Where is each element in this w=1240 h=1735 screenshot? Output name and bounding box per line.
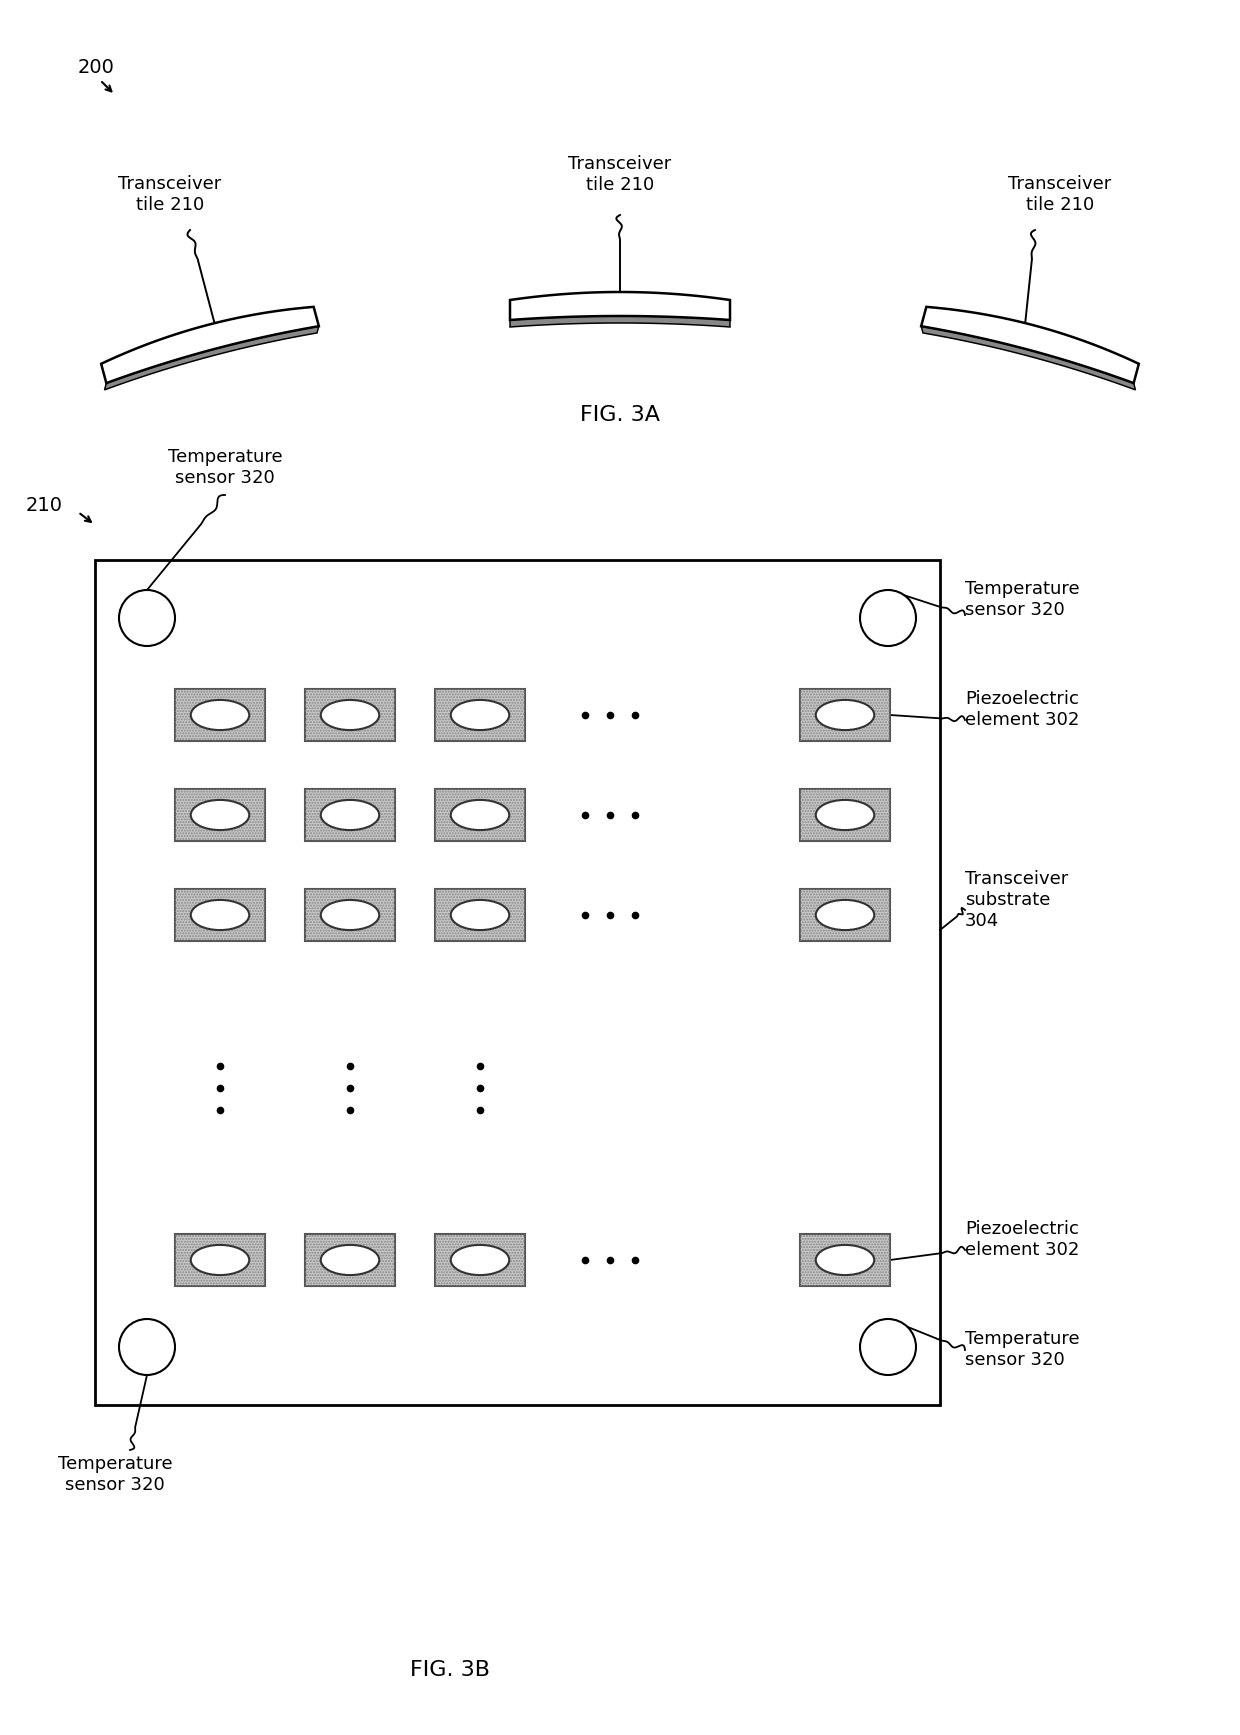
Text: Transceiver
tile 210: Transceiver tile 210: [568, 154, 672, 194]
Circle shape: [861, 590, 916, 645]
Ellipse shape: [321, 900, 379, 930]
Bar: [95, 560, 940, 1405]
Bar: [305, 1234, 396, 1286]
Circle shape: [861, 1319, 916, 1376]
Bar: [305, 789, 396, 841]
Bar: [435, 689, 525, 741]
Text: Temperature
sensor 320: Temperature sensor 320: [965, 1331, 1080, 1369]
Text: Transceiver
tile 210: Transceiver tile 210: [1008, 175, 1111, 213]
Bar: [435, 888, 525, 940]
Ellipse shape: [191, 800, 249, 829]
Bar: [800, 789, 890, 841]
Bar: [800, 888, 890, 940]
Text: Piezoelectric
element 302: Piezoelectric element 302: [965, 691, 1079, 729]
Ellipse shape: [451, 900, 510, 930]
Ellipse shape: [451, 1246, 510, 1275]
Polygon shape: [921, 326, 1136, 390]
Ellipse shape: [321, 1246, 379, 1275]
Circle shape: [119, 590, 175, 645]
Text: 200: 200: [78, 57, 115, 76]
Bar: [435, 1234, 525, 1286]
Text: Transceiver
substrate
304: Transceiver substrate 304: [965, 869, 1068, 930]
Bar: [305, 888, 396, 940]
Ellipse shape: [191, 699, 249, 730]
Text: Temperature
sensor 320: Temperature sensor 320: [58, 1456, 172, 1494]
Bar: [305, 1234, 396, 1286]
Bar: [175, 789, 265, 841]
Polygon shape: [510, 291, 730, 319]
Bar: [305, 888, 396, 940]
Text: Temperature
sensor 320: Temperature sensor 320: [167, 448, 283, 488]
Bar: [435, 789, 525, 841]
Bar: [800, 1234, 890, 1286]
Ellipse shape: [191, 1246, 249, 1275]
Text: Transceiver
tile 210: Transceiver tile 210: [118, 175, 222, 213]
Bar: [435, 1234, 525, 1286]
Bar: [305, 689, 396, 741]
Bar: [175, 888, 265, 940]
Bar: [175, 689, 265, 741]
Ellipse shape: [451, 699, 510, 730]
Bar: [435, 789, 525, 841]
Bar: [800, 888, 890, 940]
Text: 210: 210: [26, 496, 63, 515]
Ellipse shape: [816, 900, 874, 930]
Bar: [435, 689, 525, 741]
Bar: [175, 1234, 265, 1286]
Ellipse shape: [191, 900, 249, 930]
Circle shape: [119, 1319, 175, 1376]
Ellipse shape: [451, 800, 510, 829]
Ellipse shape: [321, 800, 379, 829]
Bar: [175, 689, 265, 741]
Polygon shape: [104, 326, 319, 390]
Bar: [800, 689, 890, 741]
Text: FIG. 3B: FIG. 3B: [410, 1660, 490, 1679]
Text: Temperature
sensor 320: Temperature sensor 320: [965, 579, 1080, 619]
Bar: [800, 789, 890, 841]
Bar: [800, 1234, 890, 1286]
Text: Piezoelectric
element 302: Piezoelectric element 302: [965, 1220, 1079, 1260]
Bar: [305, 789, 396, 841]
Bar: [175, 1234, 265, 1286]
Polygon shape: [510, 316, 730, 326]
Polygon shape: [921, 307, 1138, 383]
Ellipse shape: [321, 699, 379, 730]
Bar: [175, 888, 265, 940]
Bar: [175, 789, 265, 841]
Ellipse shape: [816, 800, 874, 829]
Bar: [800, 689, 890, 741]
Bar: [305, 689, 396, 741]
Polygon shape: [102, 307, 319, 383]
Ellipse shape: [816, 699, 874, 730]
Text: FIG. 3A: FIG. 3A: [580, 404, 660, 425]
Bar: [435, 888, 525, 940]
Ellipse shape: [816, 1246, 874, 1275]
